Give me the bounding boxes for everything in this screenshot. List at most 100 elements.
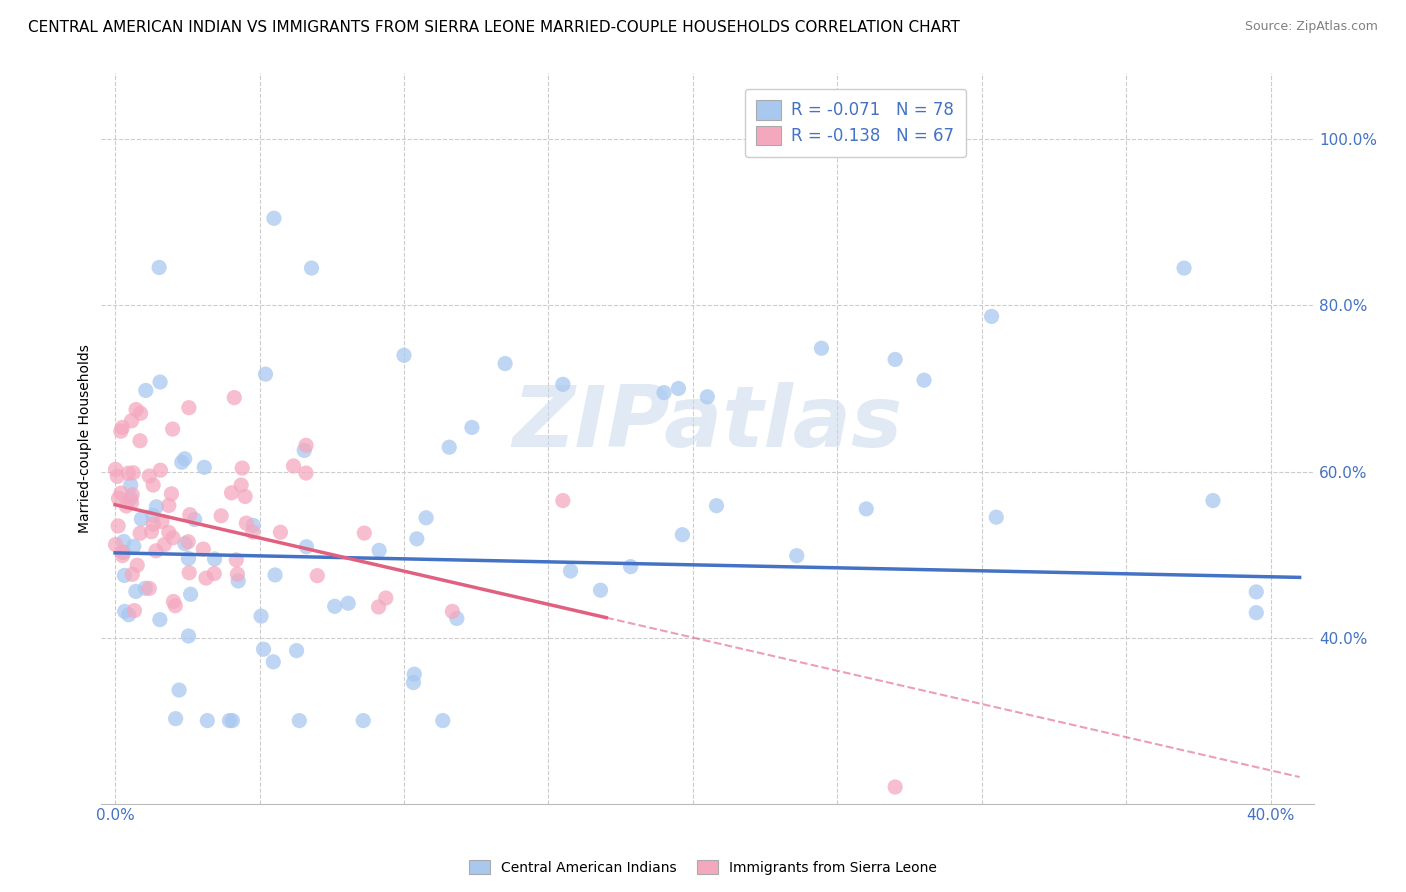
Point [129,406,152,420]
Point [986,510,1008,524]
Point [242,524,264,539]
Point [262,655,284,669]
Point [145,544,167,558]
Point [810,341,832,355]
Point [337,596,360,610]
Point [295,540,318,554]
Point [301,261,323,276]
Point [551,377,574,392]
Point [292,443,315,458]
Point [551,493,574,508]
Point [283,458,305,473]
Point [165,712,187,726]
Point [264,568,287,582]
Point [195,571,218,585]
Point [179,566,201,580]
Point [122,539,145,553]
Point [295,466,318,480]
Point [160,487,183,501]
Point [142,478,165,492]
Point [162,531,184,545]
Point [195,714,218,728]
Point [432,714,454,728]
Point [104,462,127,476]
Point [404,667,426,681]
Point [180,587,202,601]
Point [162,422,184,436]
Point [107,519,129,533]
Point [125,584,148,599]
Point [111,549,134,563]
Point [121,567,143,582]
Point [706,499,728,513]
Point [121,414,143,428]
Point [1202,493,1225,508]
Point [138,582,160,596]
Point [177,534,200,549]
Point [254,367,277,381]
Point [323,599,346,614]
Point [620,559,643,574]
Point [374,591,396,605]
Point [157,525,180,540]
Point [153,538,176,552]
Point [461,420,484,434]
Point [111,545,134,559]
Point [177,401,200,415]
Point [233,490,256,504]
Point [225,553,247,567]
Point [167,683,190,698]
Point [114,604,136,618]
Point [177,629,200,643]
Point [884,352,907,367]
Point [150,515,173,529]
Point [179,508,201,522]
Point [105,469,128,483]
Point [121,488,143,502]
Point [209,508,232,523]
Point [110,424,132,438]
Point [980,310,1002,324]
Point [129,526,152,541]
Point [560,564,582,578]
Point [307,568,329,582]
Point [122,466,145,480]
Point [263,211,285,226]
Point [226,567,249,582]
Point [183,512,205,526]
Point [177,551,200,566]
Point [142,517,165,532]
Y-axis label: Married-couple Households: Married-couple Households [79,343,93,533]
Point [668,382,690,396]
Point [231,478,253,492]
Point [884,780,907,794]
Point [149,613,172,627]
Point [405,532,427,546]
Point [104,537,127,551]
Text: ZIPatlas: ZIPatlas [512,382,903,466]
Point [134,581,156,595]
Point [149,375,172,389]
Point [111,420,134,434]
Point [353,526,375,541]
Point [671,527,693,541]
Point [193,460,215,475]
Point [120,491,142,505]
Text: CENTRAL AMERICAN INDIAN VS IMMIGRANTS FROM SIERRA LEONE MARRIED-COUPLE HOUSEHOLD: CENTRAL AMERICAN INDIAN VS IMMIGRANTS FR… [28,20,960,35]
Point [912,373,935,387]
Point [157,499,180,513]
Point [252,642,274,657]
Point [352,714,374,728]
Point [1246,585,1268,599]
Point [786,549,808,563]
Point [589,583,612,598]
Point [165,599,187,613]
Point [170,455,193,469]
Point [696,390,718,404]
Point [392,348,415,362]
Point [242,518,264,533]
Point [120,478,142,492]
Point [112,545,135,559]
Point [269,525,291,540]
Point [441,604,464,618]
